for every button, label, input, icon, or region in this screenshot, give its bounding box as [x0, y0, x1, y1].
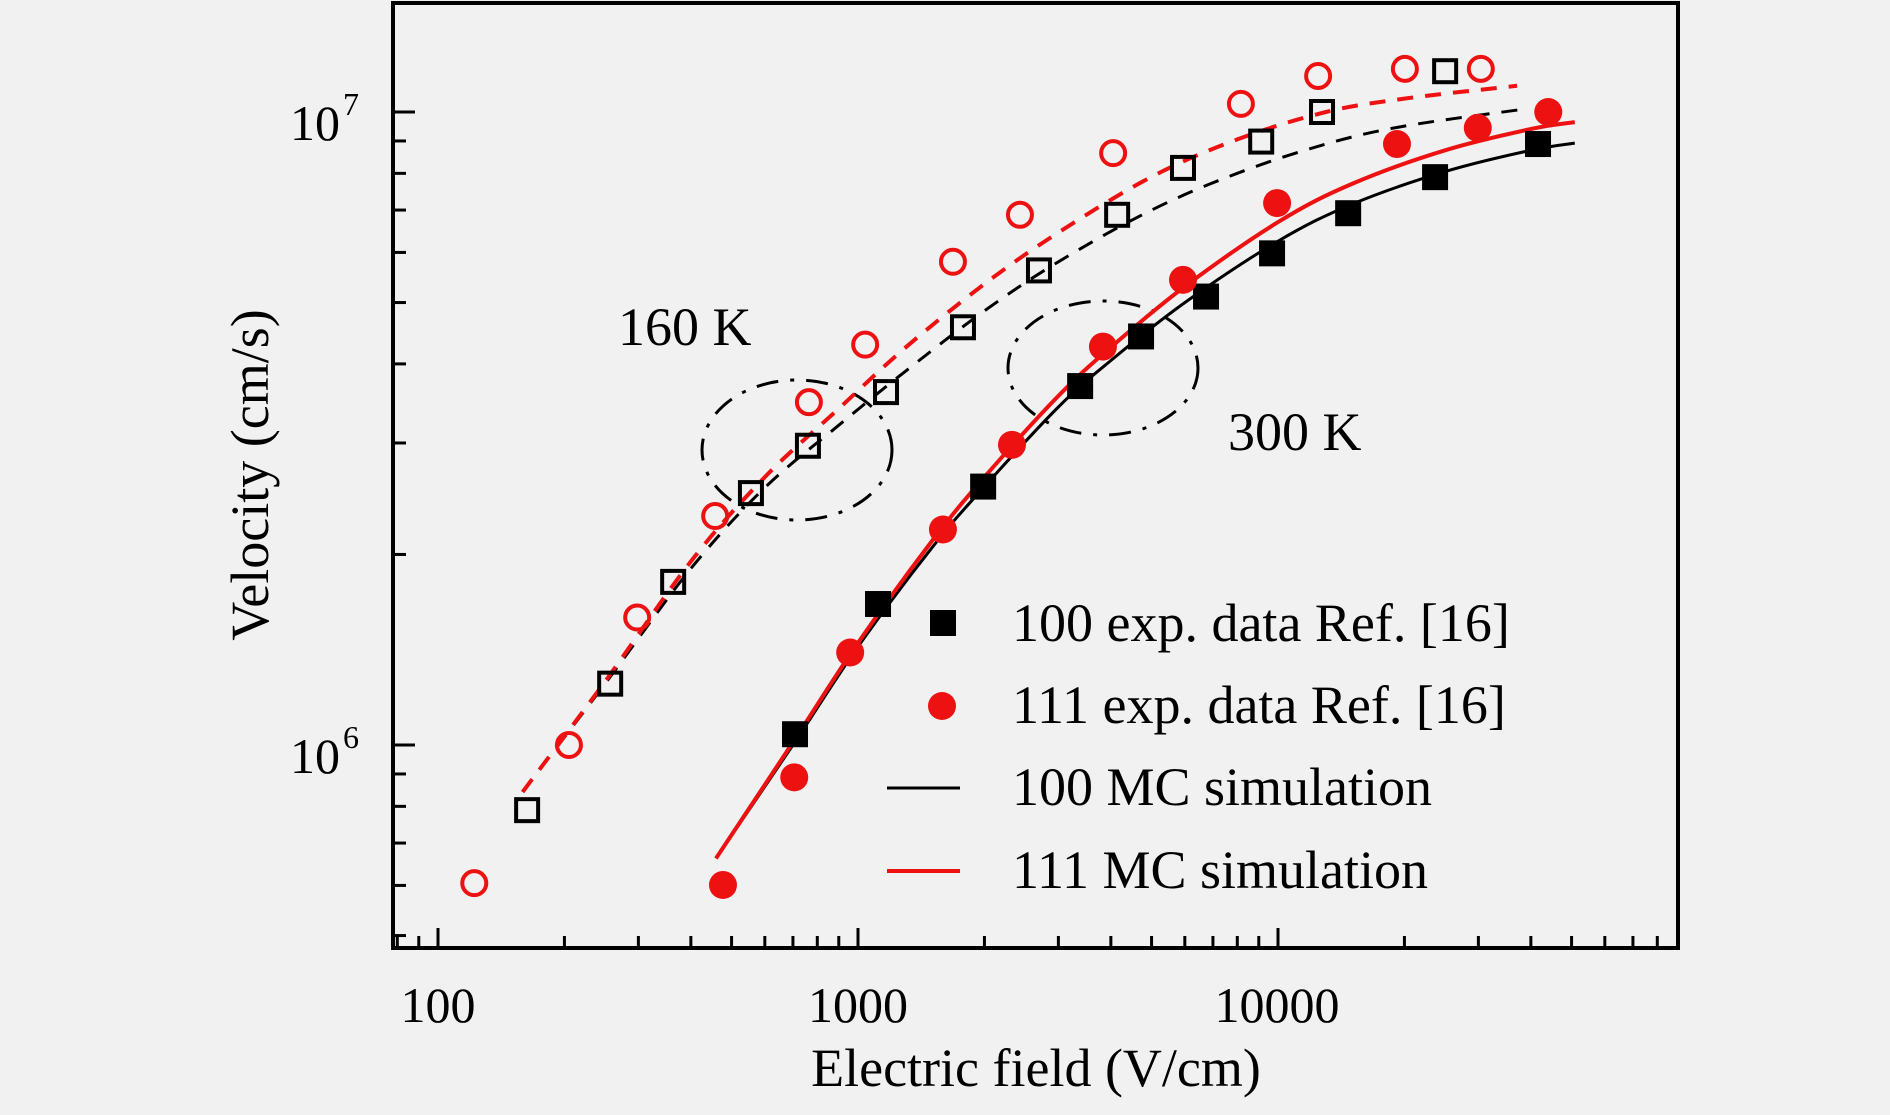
data-point-open-circle-red [623, 603, 652, 632]
data-point-open-circle-red [1466, 54, 1495, 83]
legend-label-111-mc: 111 MC simulation [1012, 840, 1428, 900]
data-point-open-square-black [737, 480, 764, 507]
data-point-filled-square-black [1335, 200, 1362, 227]
x-axis-ticks [395, 928, 1659, 948]
data-point-open-circle-red [554, 731, 583, 759]
y-tick-base: 10 [290, 95, 340, 151]
data-point-filled-circle-red [928, 515, 957, 544]
data-point-open-circle-red [701, 502, 730, 531]
data-point-open-square-black [514, 797, 541, 824]
x-tick-label-1000: 1000 [808, 977, 908, 1033]
data-point-open-circle-red [851, 330, 880, 359]
data-point-filled-circle-red [780, 763, 809, 792]
ellipse-160k [700, 378, 894, 522]
data-point-filled-circle-red [836, 638, 865, 667]
data-point-open-circle-red [938, 247, 967, 276]
y-tick-exponent: 6 [343, 719, 359, 755]
y-axis-title: Velocity (cm/s) [220, 309, 280, 640]
data-point-filled-circle-red [997, 430, 1026, 459]
legend-marker-100-exp [930, 610, 956, 636]
plot-frame [391, 1, 1680, 950]
annotation-ellipses [700, 299, 1200, 522]
x-tick-label-100: 100 [401, 977, 476, 1033]
data-point-open-circle-red [460, 869, 489, 898]
data-point-open-circle-red [1099, 139, 1128, 168]
data-point-open-square-black [1432, 58, 1459, 85]
data-point-filled-square-black [865, 591, 892, 618]
data-point-filled-circle-red [1168, 265, 1197, 294]
data-point-filled-circle-red [1088, 332, 1117, 361]
data-point-filled-circle-red [1463, 113, 1492, 142]
data-point-filled-square-black [782, 721, 809, 748]
legend-marker-111-exp [928, 692, 956, 720]
data-point-filled-square-black [1067, 373, 1094, 400]
y-tick-label-1e7: 10 7 [290, 86, 359, 151]
x-tick-label-10000: 10000 [1215, 977, 1340, 1033]
annotation-160k: 160 K [618, 297, 752, 357]
y-tick-label-1e6: 10 6 [290, 719, 359, 784]
y-tick-base: 10 [290, 728, 340, 784]
y-tick-exponent: 7 [343, 86, 359, 122]
data-point-open-circle-red [1304, 61, 1333, 90]
data-point-open-square-black [794, 432, 821, 459]
legend: 100 exp. data Ref. [16] 111 exp. data Re… [887, 593, 1510, 900]
x-axis-title: Electric field (V/cm) [811, 1038, 1261, 1098]
ellipse-300k [1006, 299, 1200, 437]
data-point-open-square-black [1169, 154, 1196, 181]
data-point-filled-square-black [1193, 283, 1220, 310]
data-point-open-circle-red [1390, 54, 1419, 83]
legend-label-100-mc: 100 MC simulation [1012, 757, 1432, 817]
data-point-open-circle-red [1005, 200, 1034, 229]
line-100-mc-simulation-160-k [521, 107, 1524, 793]
data-point-filled-circle-red [1263, 189, 1292, 218]
data-point-open-circle-red [1226, 89, 1255, 118]
data-point-open-square-black [873, 379, 900, 406]
data-point-filled-square-black [1525, 131, 1552, 158]
data-point-open-circle-red [794, 388, 823, 417]
line-111-mc-simulation-160-k [520, 83, 1518, 794]
axes-box [391, 1, 1680, 950]
data-point-filled-circle-red [708, 870, 737, 899]
data-point-open-square-black [949, 314, 976, 341]
series-markers [460, 54, 1563, 899]
data-point-filled-circle-red [1382, 130, 1411, 159]
legend-label-111-exp: 111 exp. data Ref. [16] [1012, 675, 1506, 735]
data-point-filled-square-black [1422, 164, 1449, 191]
data-point-open-square-black [1309, 99, 1336, 125]
data-point-filled-square-black [1128, 323, 1155, 350]
data-point-open-square-black [660, 568, 687, 595]
data-point-open-square-black [597, 670, 624, 697]
y-axis-ticks [393, 110, 415, 938]
data-point-open-square-black [1025, 257, 1052, 284]
data-point-open-square-black [1104, 201, 1131, 228]
annotation-300k: 300 K [1228, 402, 1362, 462]
data-point-open-square-black [1248, 128, 1275, 155]
data-point-filled-square-black [1259, 240, 1286, 267]
legend-label-100-exp: 100 exp. data Ref. [16] [1012, 593, 1510, 653]
data-point-filled-circle-red [1534, 98, 1563, 126]
data-point-filled-square-black [970, 473, 997, 500]
